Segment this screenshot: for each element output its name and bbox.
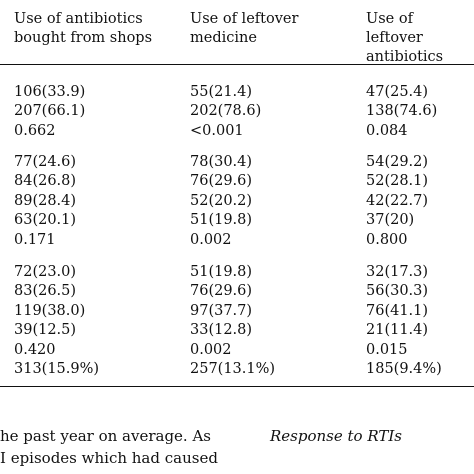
table-cell-leftover-antibiotics: 47(25.4): [366, 84, 429, 100]
table-cell-shops: 0.420: [14, 341, 56, 358]
table-header-rule: [0, 64, 474, 65]
section-heading: Response to RTIs: [270, 427, 402, 445]
table-cell-leftover-antibiotics: 0.084: [366, 122, 408, 139]
table-cell-leftover-medicine: 52(20.2): [190, 192, 253, 209]
table-cell-shops: 0.662: [14, 122, 56, 139]
table-cell-leftover-medicine: 51(19.8): [190, 212, 253, 229]
table-cell-leftover-medicine: <0.001: [190, 122, 244, 139]
table-cell-shops: 207(66.1): [14, 103, 86, 120]
body-text-line-2: I episodes which had caused: [0, 449, 218, 467]
table-cell-leftover-medicine: 0.002: [190, 341, 232, 358]
table-cell-shops: 313(15.9%): [14, 361, 100, 377]
table-cell-leftover-medicine: 51(19.8): [190, 264, 253, 280]
table-cell-shops: 89(28.4): [14, 192, 77, 209]
col-header-leftover-antibiotics-line2: antibiotics: [366, 49, 444, 65]
col-header-leftover-medicine-line1: Use of leftover: [190, 11, 299, 27]
table-cell-leftover-antibiotics: 0.015: [366, 341, 408, 358]
table-cell-leftover-medicine: 78(30.4): [190, 154, 253, 170]
col-header-leftover-medicine-line2: medicine: [190, 30, 257, 46]
table-cell-leftover-medicine: 76(29.6): [190, 173, 253, 190]
table-cell-leftover-antibiotics: 56(30.3): [366, 283, 429, 300]
table-cell-leftover-antibiotics: 42(22.7): [366, 192, 429, 209]
table-bottom-rule: [0, 386, 474, 387]
table-cell-leftover-antibiotics: 0.800: [366, 231, 408, 248]
col-header-leftover-antibiotics-line1: Use of leftover: [366, 11, 423, 46]
table-cell-leftover-medicine: 257(13.1%): [190, 361, 276, 377]
table-cell-leftover-medicine: 55(21.4): [190, 84, 253, 100]
table-cell-shops: 77(24.6): [14, 154, 77, 170]
col-header-leftover-medicine: Use of leftover medicine: [190, 10, 298, 48]
table-cell-leftover-antibiotics: 32(17.3): [366, 264, 429, 280]
table-cell-shops: 83(26.5): [14, 283, 77, 300]
table-cell-leftover-antibiotics: 52(28.1): [366, 173, 429, 190]
table-cell-leftover-medicine: 33(12.8): [190, 322, 253, 339]
table-cell-shops: 106(33.9): [14, 84, 86, 100]
col-header-shops: Use of antibiotics bought from shops: [14, 10, 152, 48]
table-cell-leftover-antibiotics: 76(41.1): [366, 302, 429, 319]
table-cell-shops: 72(23.0): [14, 264, 77, 280]
body-text-line-1: he past year on average. As: [0, 427, 211, 445]
table-cell-leftover-medicine: 76(29.6): [190, 283, 253, 300]
table-cell-shops: 84(26.8): [14, 173, 77, 190]
table-cell-leftover-antibiotics: 185(9.4%): [366, 361, 442, 377]
table-cell-leftover-medicine: 202(78.6): [190, 103, 262, 120]
table-cell-leftover-antibiotics: 54(29.2): [366, 154, 429, 170]
table-cell-shops: 39(12.5): [14, 322, 77, 339]
table-cell-shops: 0.171: [14, 231, 56, 248]
table-cell-leftover-antibiotics: 138(74.6): [366, 103, 438, 120]
table-cell-leftover-antibiotics: 21(11.4): [366, 322, 429, 339]
col-header-shops-line2: bought from shops: [14, 30, 153, 46]
table-cell-shops: 119(38.0): [14, 302, 86, 319]
col-header-shops-line1: Use of antibiotics: [14, 11, 143, 27]
table-cell-leftover-antibiotics: 37(20): [366, 212, 415, 229]
table-cell-leftover-medicine: 97(37.7): [190, 302, 253, 319]
col-header-leftover-antibiotics: Use of leftover antibiotics: [366, 10, 474, 67]
table-cell-leftover-medicine: 0.002: [190, 231, 232, 248]
table-cell-shops: 63(20.1): [14, 212, 77, 229]
